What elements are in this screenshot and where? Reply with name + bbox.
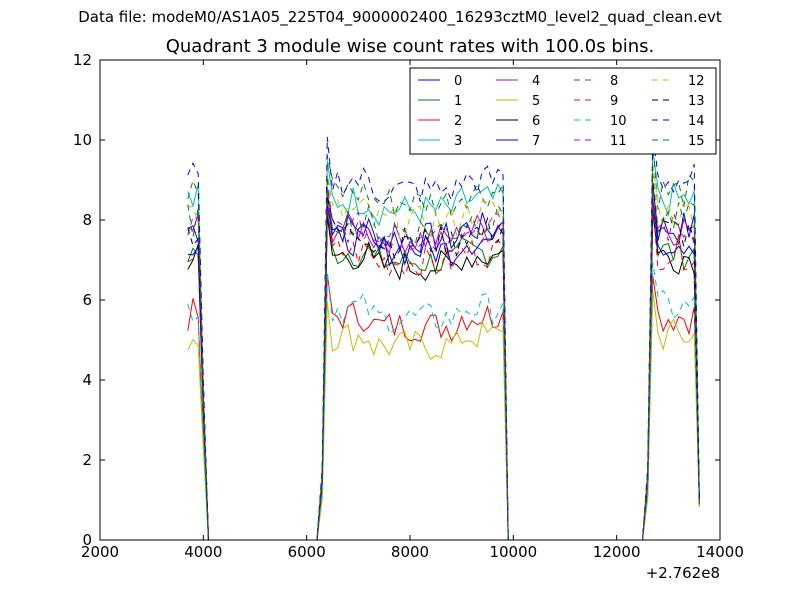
y-tick-label: 10 xyxy=(73,131,92,149)
series-layer xyxy=(187,133,700,541)
x-tick-label: 8000 xyxy=(391,543,429,561)
series-line-9 xyxy=(187,201,700,541)
legend-label-5: 5 xyxy=(532,94,540,109)
y-tick-label: 12 xyxy=(73,51,92,69)
legend-label-8: 8 xyxy=(610,74,618,89)
y-tick-label: 4 xyxy=(82,371,92,389)
legend-label-10: 10 xyxy=(610,114,627,129)
x-tick-label: 10000 xyxy=(489,543,537,561)
legend-label-12: 12 xyxy=(688,74,705,89)
legend-label-4: 4 xyxy=(532,74,540,89)
legend-label-6: 6 xyxy=(532,114,540,129)
legend-label-14: 14 xyxy=(688,114,705,129)
y-tick-label: 6 xyxy=(82,291,92,309)
x-tick-label: 6000 xyxy=(288,543,326,561)
chart-title: Quadrant 3 module wise count rates with … xyxy=(165,36,655,57)
legend-label-9: 9 xyxy=(610,94,618,109)
series-line-12 xyxy=(187,163,700,541)
legend-label-2: 2 xyxy=(454,114,462,129)
legend-label-0: 0 xyxy=(454,74,462,89)
series-line-11 xyxy=(187,181,700,541)
x-offset-label: +2.762e8 xyxy=(646,564,720,582)
legend-label-13: 13 xyxy=(688,94,705,109)
y-tick-label: 2 xyxy=(82,451,92,469)
series-line-14 xyxy=(187,133,700,541)
series-line-5 xyxy=(187,291,700,541)
series-line-10 xyxy=(187,262,700,541)
legend-label-7: 7 xyxy=(532,134,540,149)
series-line-2 xyxy=(187,273,700,541)
x-tick-label: 14000 xyxy=(696,543,744,561)
legend-label-1: 1 xyxy=(454,94,462,109)
legend-label-11: 11 xyxy=(610,134,627,149)
series-line-0 xyxy=(187,182,700,541)
figure-suptitle: Data file: modeM0/AS1A05_225T04_90000024… xyxy=(78,8,722,26)
series-line-8 xyxy=(187,143,700,541)
legend-label-3: 3 xyxy=(454,134,462,149)
series-line-7 xyxy=(187,198,700,541)
legend-label-15: 15 xyxy=(688,134,705,149)
y-tick-label: 8 xyxy=(82,211,92,229)
x-tick-label: 2000 xyxy=(81,543,119,561)
series-line-4 xyxy=(187,183,700,541)
series-line-15 xyxy=(187,172,700,541)
series-line-13 xyxy=(187,183,700,541)
x-tick-label: 4000 xyxy=(184,543,222,561)
x-tick-label: 12000 xyxy=(593,543,641,561)
series-line-3 xyxy=(187,149,700,541)
y-tick-label: 0 xyxy=(82,531,92,549)
